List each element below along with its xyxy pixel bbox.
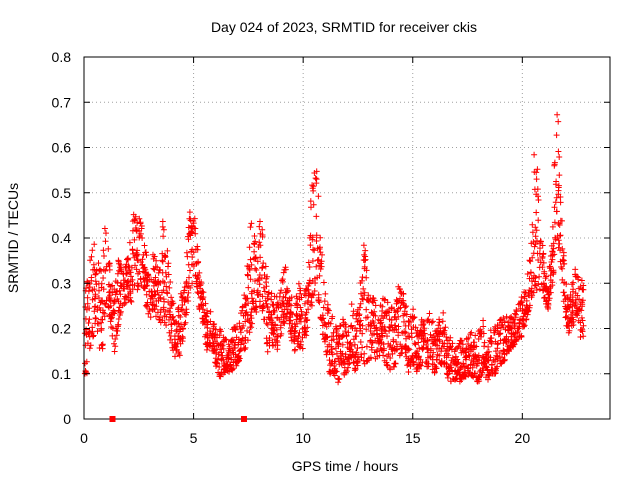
zero-marker bbox=[240, 416, 247, 422]
y-tick-label: 0.7 bbox=[52, 94, 72, 110]
y-tick-label: 0.2 bbox=[52, 321, 72, 337]
zero-markers bbox=[109, 416, 247, 422]
y-tick-label: 0.3 bbox=[52, 275, 72, 291]
y-tick-label: 0.4 bbox=[52, 230, 72, 246]
x-axis-label: GPS time / hours bbox=[292, 458, 399, 474]
chart-title: Day 024 of 2023, SRMTID for receiver cki… bbox=[211, 19, 477, 35]
y-tick-label: 0.1 bbox=[52, 366, 72, 382]
x-tick-label: 0 bbox=[80, 430, 88, 446]
zero-marker bbox=[109, 416, 116, 422]
srmtid-markers bbox=[81, 111, 587, 386]
x-tick-label: 5 bbox=[190, 430, 198, 446]
x-tick-label: 20 bbox=[515, 430, 531, 446]
y-tick-label: 0 bbox=[63, 411, 71, 427]
y-tick-label: 0.6 bbox=[52, 140, 72, 156]
grid-lines bbox=[84, 57, 610, 419]
y-axis-label: SRMTID / TECUs bbox=[5, 183, 21, 293]
x-tick-label: 10 bbox=[295, 430, 311, 446]
y-tick-label: 0.8 bbox=[52, 49, 72, 65]
x-tick-label: 15 bbox=[405, 430, 421, 446]
axis-ticks: 0 5 10 15 20 0 0.1 0.2 0.3 0.4 0.5 0.6 0.7 0.8 bbox=[52, 49, 610, 446]
data-points bbox=[81, 111, 587, 386]
y-tick-label: 0.5 bbox=[52, 185, 72, 201]
